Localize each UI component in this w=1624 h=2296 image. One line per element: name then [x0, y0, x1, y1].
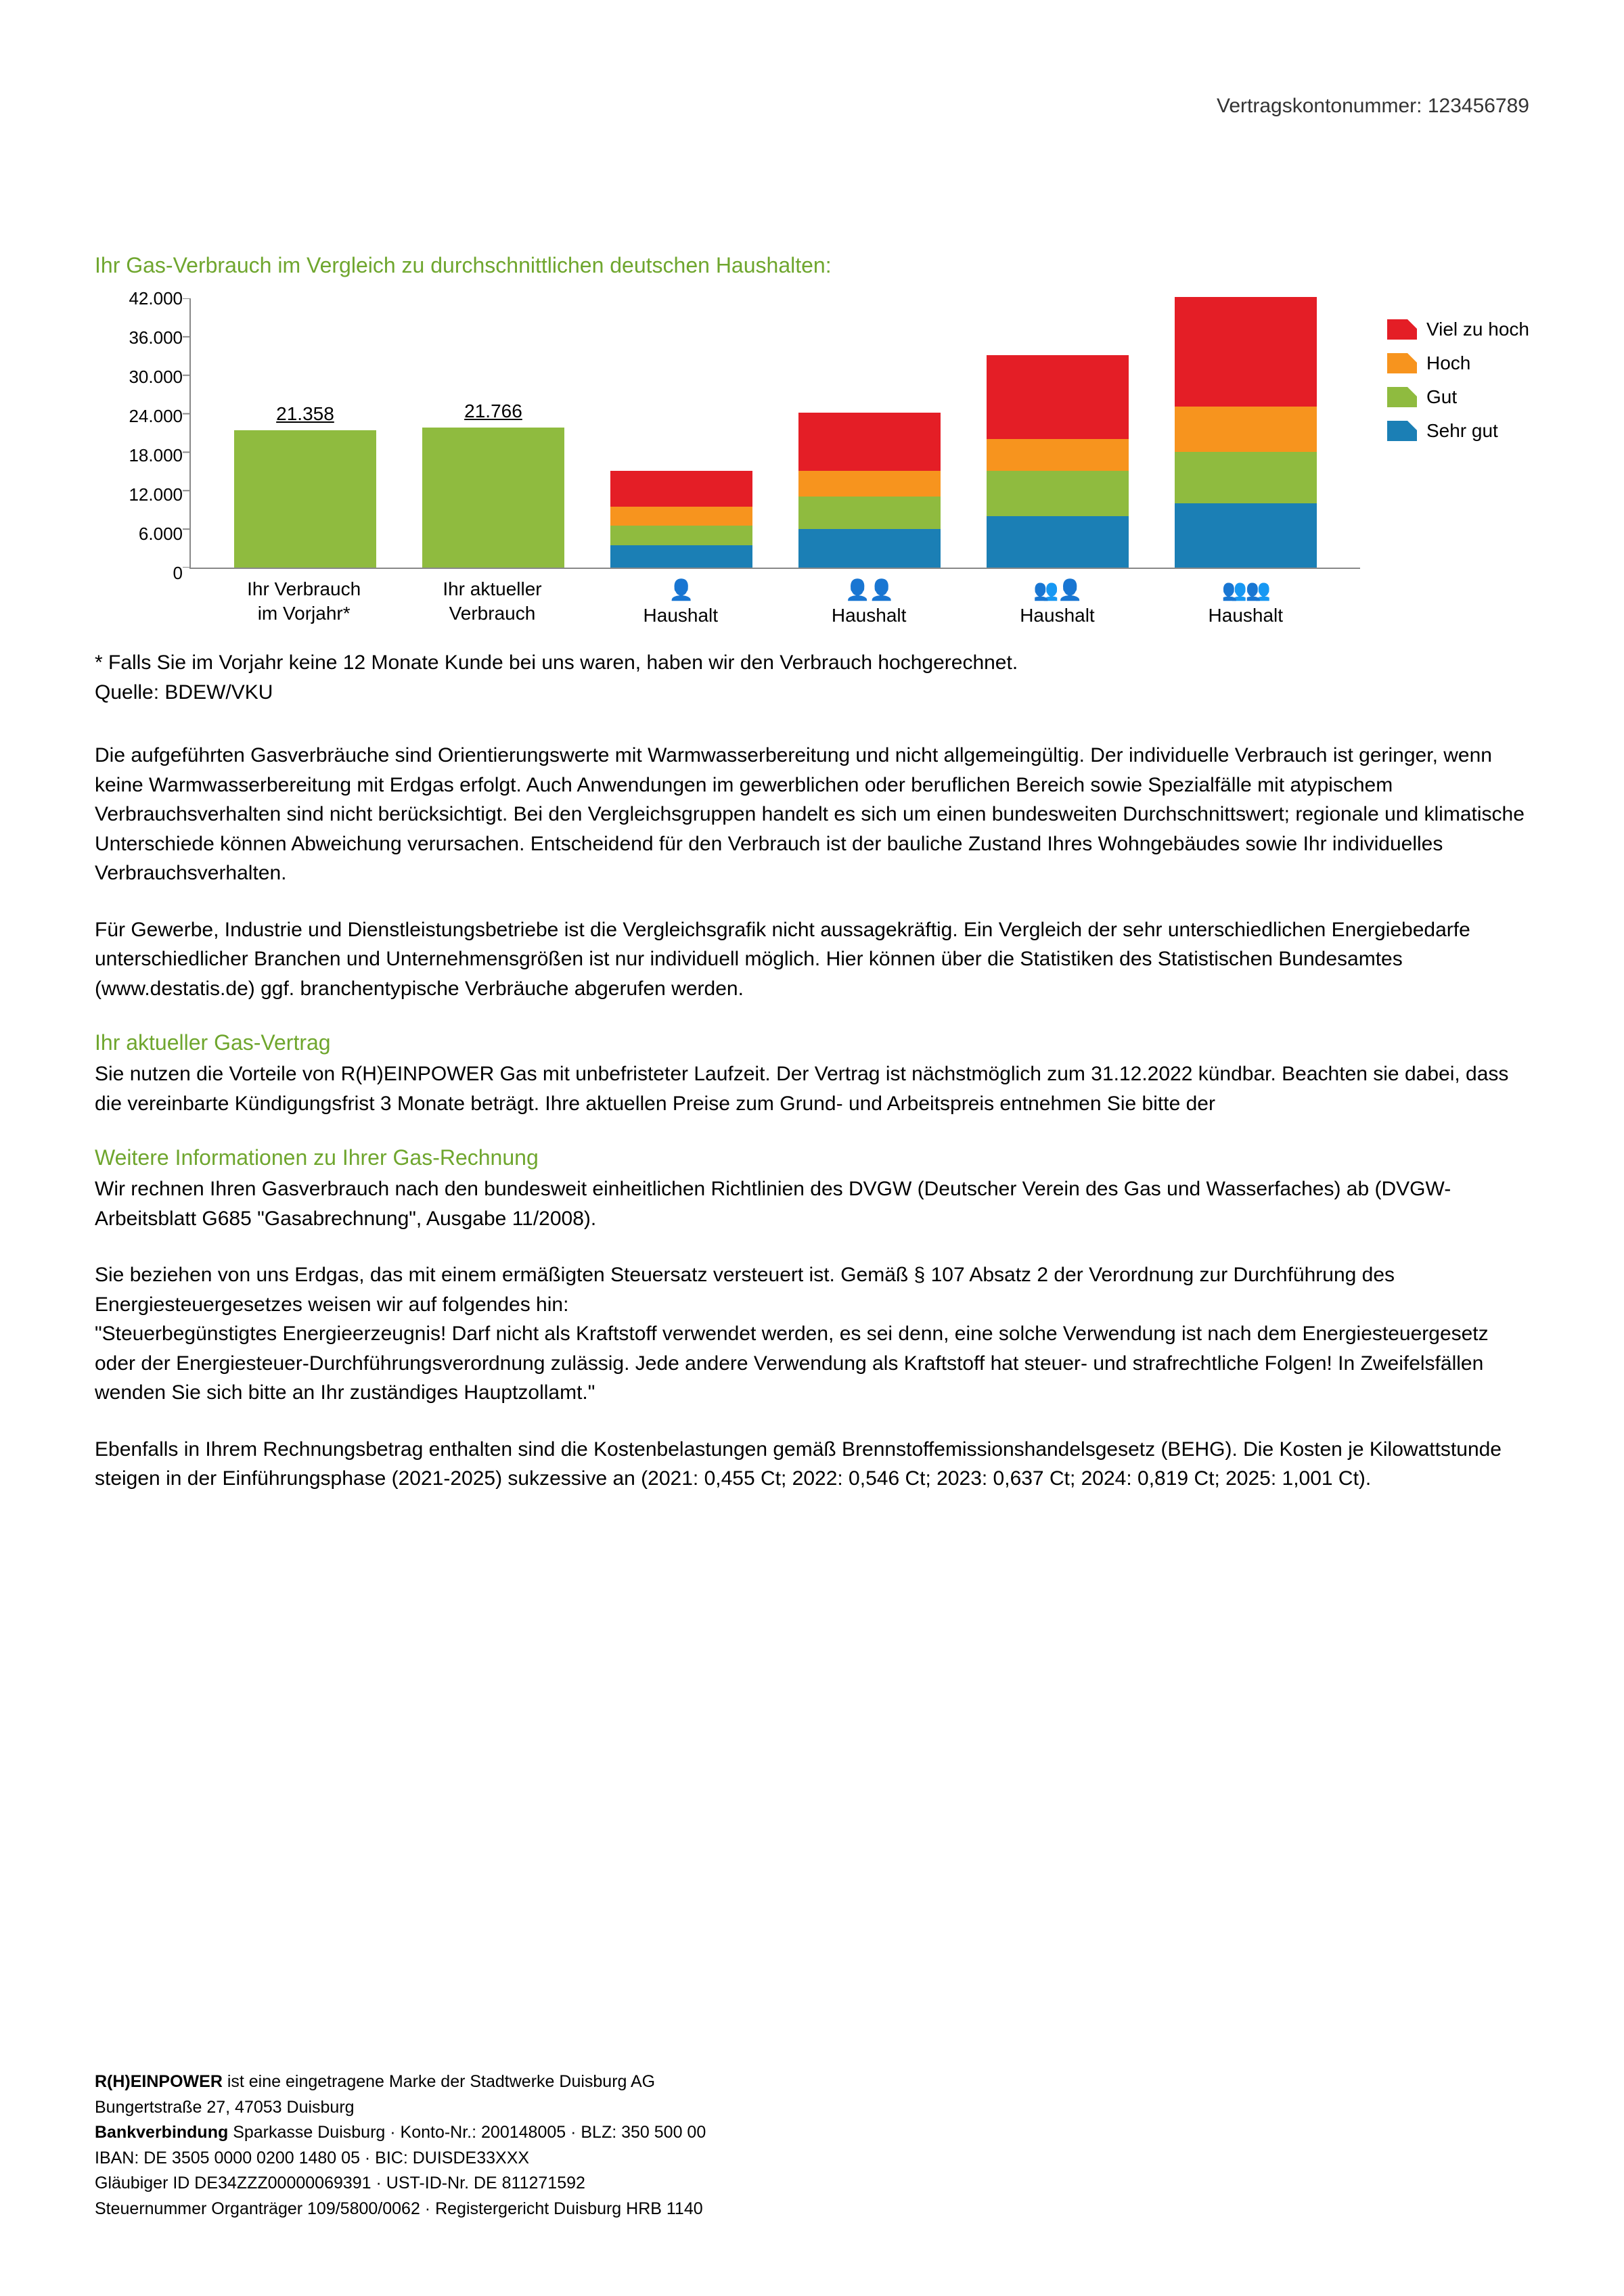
bar-segment [1175, 503, 1317, 568]
legend: Viel zu hoch Hoch Gut Sehr gut [1387, 319, 1529, 454]
contract-section-title: Ihr aktueller Gas-Vertrag [95, 1030, 1529, 1055]
x-label-line2: Verbrauch [421, 601, 563, 626]
x-label-line2: im Vorjahr* [233, 601, 375, 626]
footer-line1: R(H)EINPOWER ist eine eingetragene Marke… [95, 2069, 706, 2095]
x-label: 👥👥Haushalt [1175, 577, 1317, 628]
legend-label: Gut [1426, 386, 1457, 408]
brand-name: R(H)EINPOWER [95, 2072, 223, 2091]
account-number: Vertragskontonummer: 123456789 [95, 95, 1529, 118]
legend-swatch [1387, 421, 1417, 441]
bar-segment [234, 430, 376, 568]
x-label: Ihr aktuellerVerbrauch [421, 577, 563, 628]
page-footer: R(H)EINPOWER ist eine eingetragene Marke… [95, 2069, 706, 2222]
y-tick-label: 18.000 [95, 455, 183, 456]
footer-ids: Gläubiger ID DE34ZZZ00000069391 · UST-ID… [95, 2171, 706, 2197]
bar-segment [798, 413, 941, 471]
bar-segment [987, 471, 1129, 516]
footer-iban: IBAN: DE 3505 0000 0200 1480 05 · BIC: D… [95, 2146, 706, 2172]
y-tick-label: 24.000 [95, 416, 183, 417]
x-label-line1: Ihr aktueller [421, 577, 563, 601]
x-label: 👥👤Haushalt [986, 577, 1128, 628]
consumption-chart: 06.00012.00018.00024.00030.00036.00042.0… [95, 298, 1529, 628]
bar-segment [610, 545, 752, 568]
disclaimer-p2: Für Gewerbe, Industrie und Dienstleistun… [95, 915, 1529, 1004]
bar-segment [1175, 297, 1317, 407]
footnote-line2: Quelle: BDEW/VKU [95, 681, 273, 704]
legend-label: Sehr gut [1426, 420, 1498, 442]
bar-segment [422, 428, 564, 568]
bar-segment [610, 507, 752, 526]
x-label-line2: Haushalt [798, 603, 940, 628]
x-label: 👤👤Haushalt [798, 577, 940, 628]
footnote-line1: * Falls Sie im Vorjahr keine 12 Monate K… [95, 651, 1018, 674]
legend-label: Viel zu hoch [1426, 319, 1529, 340]
billing-p3: Ebenfalls in Ihrem Rechnungsbetrag entha… [95, 1435, 1529, 1494]
legend-swatch [1387, 387, 1417, 407]
x-label-line2: Haushalt [1175, 603, 1317, 628]
chart-title: Ihr Gas-Verbrauch im Vergleich zu durchs… [95, 253, 1529, 278]
chart-footnote: * Falls Sie im Vorjahr keine 12 Monate K… [95, 648, 1529, 707]
x-label-line1: Ihr Verbrauch [233, 577, 375, 601]
bar-segment [610, 471, 752, 506]
household-icon: 👥👤 [986, 577, 1128, 603]
household-icon: 👤👤 [798, 577, 940, 603]
household-icon: 👤 [610, 577, 752, 603]
legend-item: Sehr gut [1387, 420, 1529, 442]
bar-segment [1175, 452, 1317, 503]
bar-segment [1175, 407, 1317, 452]
y-tick-label: 42.000 [95, 298, 183, 299]
x-axis-labels: Ihr Verbrauchim Vorjahr* Ihr aktuellerVer… [189, 569, 1360, 628]
legend-item: Hoch [1387, 352, 1529, 374]
document-page: Vertragskontonummer: 123456789 Ihr Gas-V… [0, 0, 1624, 2296]
account-value: 123456789 [1428, 95, 1529, 117]
legend-swatch [1387, 319, 1417, 340]
y-axis: 06.00012.00018.00024.00030.00036.00042.0… [95, 298, 183, 574]
bar-segment [987, 439, 1129, 472]
bar-segment [798, 529, 941, 568]
bar-segment [798, 497, 941, 529]
bar-group [987, 355, 1129, 568]
chart-area: 06.00012.00018.00024.00030.00036.00042.0… [95, 298, 1360, 628]
legend-item: Gut [1387, 386, 1529, 408]
bar-group [1175, 297, 1317, 568]
y-tick-label: 0 [95, 573, 183, 574]
bar-group: 21.766 [422, 428, 564, 568]
x-label-line2: Haushalt [986, 603, 1128, 628]
contract-text: Sie nutzen die Vorteile von R(H)EINPOWER… [95, 1059, 1529, 1118]
bar-value-label: 21.766 [422, 400, 564, 422]
x-label: 👤Haushalt [610, 577, 752, 628]
bar-segment [987, 516, 1129, 568]
bar-segment [987, 355, 1129, 439]
bar-group [610, 471, 752, 568]
x-label-line2: Haushalt [610, 603, 752, 628]
footer-tax: Steuernummer Organträger 109/5800/0062 ·… [95, 2197, 706, 2222]
bar-group [798, 413, 941, 568]
billing-p2: Sie beziehen von uns Erdgas, das mit ein… [95, 1260, 1529, 1408]
billing-info-title: Weitere Informationen zu Ihrer Gas-Rechn… [95, 1145, 1529, 1170]
legend-item: Viel zu hoch [1387, 319, 1529, 340]
bar-segment [610, 526, 752, 545]
legend-label: Hoch [1426, 352, 1470, 374]
legend-swatch [1387, 353, 1417, 373]
bar-segment [798, 471, 941, 497]
account-label: Vertragskontonummer: [1217, 95, 1422, 117]
footer-bank: Bankverbindung Sparkasse Duisburg · Kont… [95, 2120, 706, 2146]
household-icon: 👥👥 [1175, 577, 1317, 603]
bar-value-label: 21.358 [234, 403, 376, 425]
plot-area: 21.358 21.766 [189, 298, 1360, 569]
footer-address: Bungertstraße 27, 47053 Duisburg [95, 2095, 706, 2121]
bars-container: 21.358 21.766 [191, 298, 1360, 568]
bar-group: 21.358 [234, 430, 376, 568]
billing-p1: Wir rechnen Ihren Gasverbrauch nach den … [95, 1174, 1529, 1233]
y-ticks [183, 298, 191, 568]
disclaimer-p1: Die aufgeführten Gasverbräuche sind Orie… [95, 741, 1529, 888]
x-label: Ihr Verbrauchim Vorjahr* [233, 577, 375, 628]
